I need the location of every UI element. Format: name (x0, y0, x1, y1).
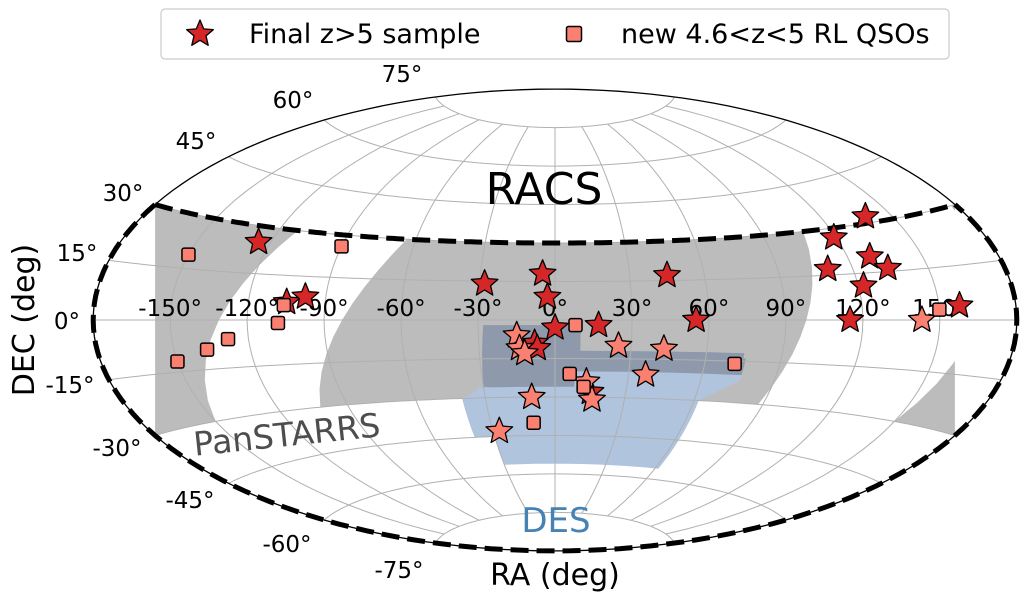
x-axis-label: RA (deg) (490, 558, 620, 593)
square-point (568, 317, 583, 333)
square-point (727, 356, 742, 372)
star-point (945, 290, 974, 318)
legend-label-final-sample: Final z>5 sample (249, 19, 481, 50)
square-point (526, 415, 541, 430)
data-points (170, 201, 974, 444)
legend-label-new-qsos: new 4.6<z<5 RL QSOs (621, 19, 930, 50)
star-point (528, 259, 557, 286)
tick-labels: -150°-120°-90°-60°-30°0°30°60°90°120°150… (45, 62, 967, 584)
grid-ra-line (323, 119, 480, 521)
ra-tick-label: 30° (612, 296, 653, 322)
star-point (470, 269, 499, 296)
legend-square (565, 25, 583, 43)
axis-labels: RA (deg) DEC (deg) (7, 244, 620, 593)
star-point (510, 338, 539, 366)
grid-ra-line (477, 126, 529, 514)
grid-ra-line (400, 123, 503, 517)
ra-tick-label: -150° (138, 296, 202, 322)
star-point (485, 416, 514, 444)
square-point (270, 315, 286, 331)
grid-ra-line (650, 113, 864, 527)
square-point (562, 366, 577, 382)
star-point (855, 241, 884, 269)
square-point (932, 302, 947, 317)
survey-label-des: DES (521, 501, 590, 541)
grid-ra-line (246, 113, 460, 527)
star-point (836, 305, 865, 332)
dec-tick-label: -75° (374, 558, 423, 584)
grid-dec-line (435, 96, 675, 129)
dec-tick-label: -30° (92, 436, 141, 462)
star-point (604, 331, 633, 358)
star-point (631, 360, 660, 387)
square-point (576, 379, 591, 395)
square-point (170, 354, 185, 369)
star-point (682, 305, 711, 332)
square-point (276, 297, 292, 313)
square-point (199, 342, 215, 357)
legend-square-marker (565, 25, 583, 43)
grid-ra-line (665, 105, 941, 535)
star-point (517, 382, 546, 410)
star-point (541, 313, 569, 340)
star-point (577, 385, 606, 412)
star-point (907, 305, 936, 332)
racs-boundary (154, 202, 956, 246)
star-point (244, 227, 273, 255)
grid-ra-line (169, 105, 445, 535)
dec-tick-label: 30° (103, 181, 144, 207)
star-point (653, 260, 681, 288)
des-panstarrs-overlap (483, 325, 746, 388)
star-point (873, 253, 902, 281)
star-point (819, 222, 848, 250)
star-point (813, 254, 842, 282)
survey-label-racs: RACS (486, 164, 603, 215)
square-point (220, 331, 236, 347)
star-point (851, 201, 880, 229)
grid-ra-line (630, 119, 787, 521)
star-point (584, 310, 613, 338)
y-axis-label: DEC (deg) (7, 244, 42, 397)
ra-tick-label: -120° (215, 296, 279, 322)
ra-tick-label: 90° (766, 296, 807, 322)
star-point (533, 282, 562, 309)
legend: Final z>5 sample new 4.6<z<5 RL QSOs (160, 8, 950, 60)
survey-boundaries (90, 202, 1020, 554)
dec-tick-label: 75° (382, 62, 423, 88)
legend-star-marker (186, 19, 214, 46)
star-point (649, 334, 678, 361)
racs-outer-boundary (90, 202, 1020, 554)
dec-tick-label: 60° (273, 88, 314, 114)
dec-tick-label: -15° (45, 373, 94, 399)
ra-tick-label: -30° (453, 296, 502, 322)
coordinate-grid (92, 88, 1018, 552)
dec-tick-label: 45° (176, 129, 217, 155)
ra-tick-label: -60° (377, 296, 426, 322)
grid-ra-line (607, 123, 710, 517)
dec-tick-label: -60° (262, 532, 311, 558)
dec-tick-label: 0° (54, 309, 80, 335)
dec-tick-label: 15° (57, 241, 98, 267)
star-point (849, 271, 878, 298)
legend-frame (160, 8, 950, 60)
square-point (181, 247, 196, 262)
dec-tick-label: -45° (165, 488, 214, 514)
grid-ra-line (581, 126, 633, 514)
star-point (291, 282, 320, 309)
coverage-gap-east (758, 205, 982, 422)
square-point (334, 239, 349, 254)
legend-star (186, 19, 214, 46)
